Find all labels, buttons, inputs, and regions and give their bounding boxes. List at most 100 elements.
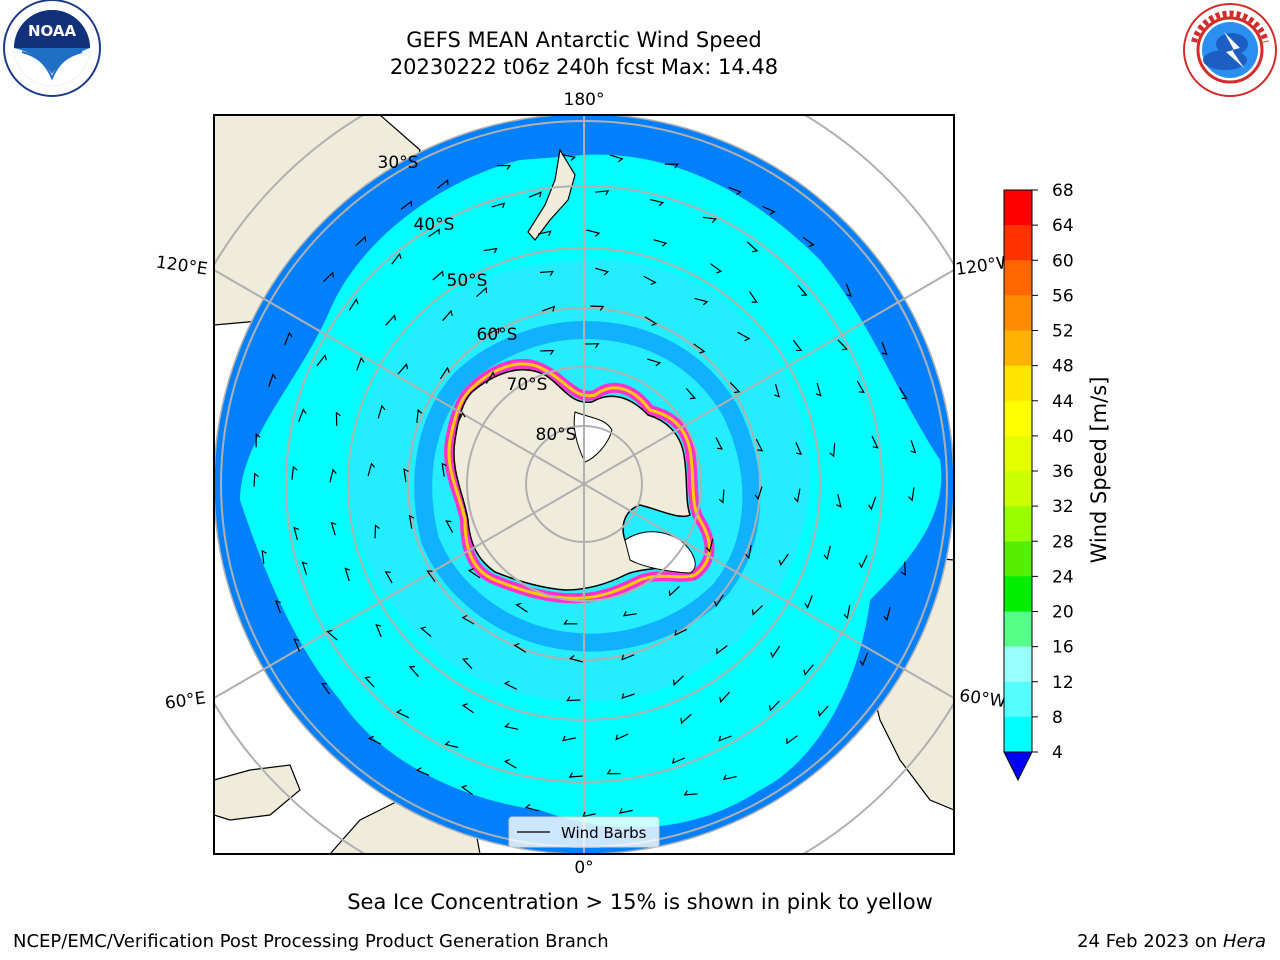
wind-barb bbox=[770, 645, 781, 659]
wind-barb bbox=[261, 549, 267, 564]
wind-barb bbox=[680, 713, 692, 725]
wind-barb bbox=[284, 331, 293, 346]
map-title: GEFS MEAN Antarctic Wind Speed bbox=[406, 28, 762, 52]
wind-barb bbox=[672, 675, 685, 686]
wind-barb bbox=[595, 190, 610, 196]
nws-seal-icon bbox=[1183, 3, 1277, 97]
map-frame bbox=[213, 114, 955, 855]
colorbar-label: Wind Speed [m/s] bbox=[1087, 377, 1111, 564]
wind-barb bbox=[432, 270, 444, 281]
colorbar-segment bbox=[1004, 541, 1032, 577]
wind-barb bbox=[751, 605, 763, 616]
longitude-gridlines bbox=[214, 115, 954, 854]
colorbar-segment bbox=[1004, 365, 1032, 402]
wind-barb bbox=[395, 709, 410, 719]
wind-barb bbox=[590, 305, 605, 311]
wind-barb bbox=[268, 373, 277, 387]
wind-barb bbox=[456, 411, 466, 425]
colorbar-segment bbox=[1004, 506, 1032, 542]
wind-barb bbox=[364, 676, 375, 688]
colorbar-segment bbox=[1004, 681, 1032, 718]
wind-barb bbox=[293, 526, 300, 541]
wind-barb bbox=[485, 371, 496, 384]
colorbar-segment bbox=[1004, 611, 1032, 648]
wind-barb bbox=[504, 722, 519, 730]
wind-barb bbox=[291, 465, 298, 480]
wind-barb bbox=[528, 191, 542, 198]
wind-barb bbox=[668, 585, 680, 597]
wind-barb bbox=[461, 614, 475, 625]
colorbar-segment bbox=[1004, 295, 1032, 331]
wind-barb bbox=[496, 164, 512, 170]
wind-barb bbox=[461, 658, 473, 670]
wind-barb bbox=[615, 733, 629, 741]
wind-barb bbox=[621, 693, 635, 700]
wind-barb bbox=[420, 626, 432, 638]
wind-barb bbox=[786, 735, 798, 745]
wind-barb bbox=[408, 665, 420, 678]
wind-barb bbox=[647, 358, 662, 367]
wind-barb bbox=[643, 275, 657, 286]
wind-barb bbox=[503, 758, 517, 769]
colorbar-segment bbox=[1004, 576, 1032, 612]
wind-barb bbox=[437, 179, 449, 189]
noaa-seal-icon: NOAA bbox=[3, 0, 101, 97]
colorbar: 68 64 60 56 52 48 44 40 36 32 28 24 20 16 12 8 4 bbox=[1003, 181, 1074, 782]
wind-barb bbox=[671, 757, 686, 764]
wind-barb bbox=[439, 366, 450, 380]
wind-barb bbox=[606, 769, 621, 775]
wind-barb bbox=[762, 205, 776, 215]
wind-barb bbox=[385, 314, 397, 326]
wind-barb bbox=[829, 443, 836, 458]
noaa-logo-text: NOAA bbox=[28, 22, 77, 40]
wind-barb bbox=[568, 655, 584, 663]
wind-barb bbox=[356, 356, 365, 371]
wind-barb bbox=[586, 229, 601, 237]
wind-barb bbox=[815, 382, 822, 397]
lat-label-40s: 40°S bbox=[414, 215, 455, 235]
wind-barb bbox=[871, 435, 879, 449]
wind-barb bbox=[255, 433, 261, 448]
colorbar-segment bbox=[1004, 400, 1032, 437]
wind-barb bbox=[442, 309, 453, 322]
wind-barb bbox=[467, 568, 481, 579]
wind-barb bbox=[426, 570, 436, 582]
lat-label-70s: 70°S bbox=[507, 375, 548, 395]
wind-barb bbox=[461, 703, 474, 714]
wind-barb bbox=[856, 380, 865, 394]
colorbar-segment bbox=[1004, 471, 1032, 507]
wind-barb bbox=[562, 735, 576, 742]
wind-barb bbox=[416, 408, 423, 423]
wind-barb bbox=[899, 387, 908, 400]
colorbar-tick-label: 12 bbox=[1052, 673, 1074, 693]
wind-barb bbox=[716, 645, 728, 655]
wind-barb bbox=[674, 628, 688, 637]
colorbar-tick-label: 36 bbox=[1052, 462, 1074, 482]
wind-barb bbox=[476, 286, 488, 298]
wind-barb bbox=[694, 297, 709, 306]
colorbar-tick-label: 40 bbox=[1052, 427, 1074, 447]
wind-barb bbox=[817, 705, 829, 717]
wind-barb bbox=[755, 438, 764, 452]
wind-barb bbox=[910, 440, 917, 454]
colorbar-segment bbox=[1004, 190, 1032, 226]
legend-label: Wind Barbs bbox=[561, 824, 647, 842]
wind-barb bbox=[374, 524, 380, 539]
wind-barb bbox=[298, 408, 307, 422]
wind-barb bbox=[649, 199, 665, 207]
footer-date-text: 24 Feb 2023 on bbox=[1077, 931, 1223, 952]
wind-barb bbox=[713, 594, 724, 608]
wind-barb bbox=[858, 555, 868, 569]
map-legend: Wind Barbs bbox=[508, 816, 660, 848]
ronne-ice-shelf bbox=[624, 531, 696, 574]
colorbar-tick-label: 44 bbox=[1052, 392, 1074, 412]
colorbar-segment bbox=[1004, 225, 1032, 261]
wind-barb bbox=[391, 252, 402, 265]
wind-barb bbox=[823, 545, 831, 560]
wind-barb bbox=[400, 200, 412, 210]
wind-barb bbox=[445, 520, 454, 533]
wind-barb bbox=[845, 283, 852, 297]
wind-barb bbox=[729, 381, 741, 394]
wind-barb bbox=[749, 291, 758, 303]
wind-barb bbox=[320, 682, 331, 695]
